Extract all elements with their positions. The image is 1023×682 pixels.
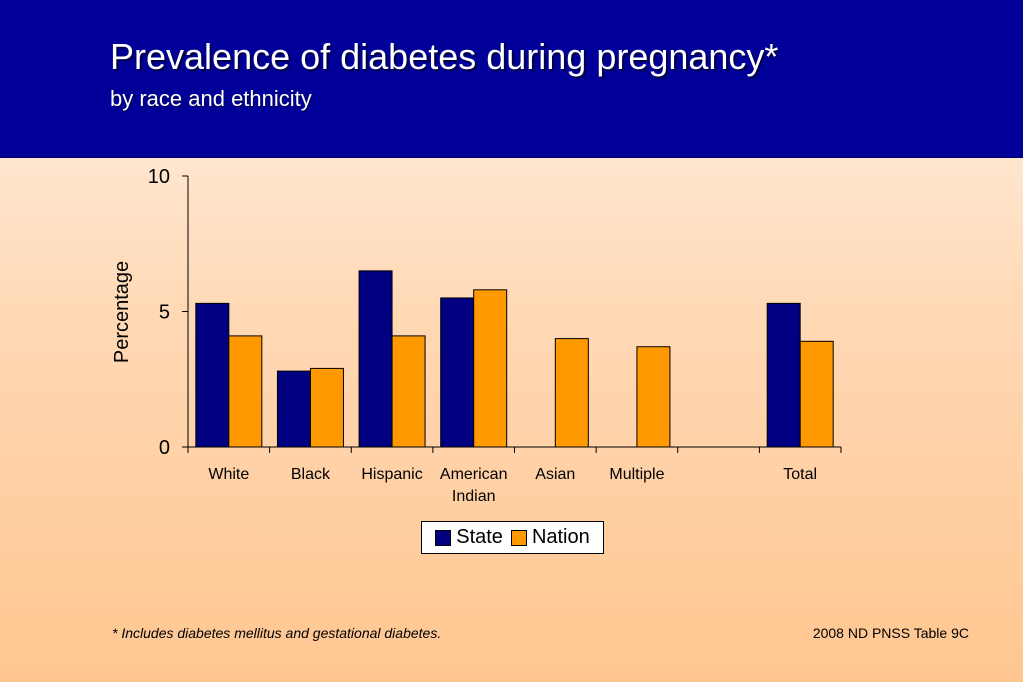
bar-state bbox=[766, 302, 801, 448]
x-tick-label: Multiple bbox=[609, 466, 664, 483]
bar-nation bbox=[636, 346, 671, 448]
bar-nation bbox=[391, 335, 426, 448]
x-tick-label: Indian bbox=[452, 488, 496, 505]
x-tick-label: American bbox=[440, 466, 508, 483]
x-tick-label: Hispanic bbox=[361, 466, 422, 483]
bar-nation bbox=[799, 340, 834, 448]
bar-state bbox=[358, 270, 393, 448]
footnote: * Includes diabetes mellitus and gestati… bbox=[112, 625, 442, 641]
legend-item-nation: Nation bbox=[510, 526, 590, 549]
legend-swatch-state bbox=[435, 529, 452, 546]
bar-state bbox=[276, 370, 311, 448]
title-banner: Prevalence of diabetes during pregnancy*… bbox=[0, 0, 1023, 158]
y-tick-label: 5 bbox=[159, 302, 170, 324]
legend-label-state: State bbox=[456, 526, 503, 548]
bar-nation bbox=[554, 338, 589, 448]
y-tick-label: 0 bbox=[159, 437, 170, 459]
legend-label-nation: Nation bbox=[531, 526, 590, 548]
bar-nation bbox=[473, 289, 508, 448]
source-note: 2008 ND PNSS Table 9C bbox=[812, 625, 969, 641]
bar-nation bbox=[228, 335, 263, 448]
bar-state bbox=[195, 302, 230, 448]
bar-state bbox=[440, 297, 475, 448]
x-tick-label: Asian bbox=[535, 466, 575, 483]
y-tick-label: 10 bbox=[148, 166, 170, 188]
y-axis-title: Percentage bbox=[111, 261, 133, 363]
legend-swatch-nation bbox=[510, 529, 527, 546]
x-tick-label: White bbox=[208, 466, 249, 483]
bar-nation bbox=[309, 367, 344, 448]
legend-item-state: State bbox=[435, 526, 503, 549]
x-tick-label: Total bbox=[783, 466, 817, 483]
page-subtitle: by race and ethnicity bbox=[110, 86, 312, 111]
x-tick-label: Black bbox=[291, 466, 331, 483]
chart-legend: State Nation bbox=[421, 521, 604, 554]
page-title: Prevalence of diabetes during pregnancy* bbox=[110, 36, 779, 77]
